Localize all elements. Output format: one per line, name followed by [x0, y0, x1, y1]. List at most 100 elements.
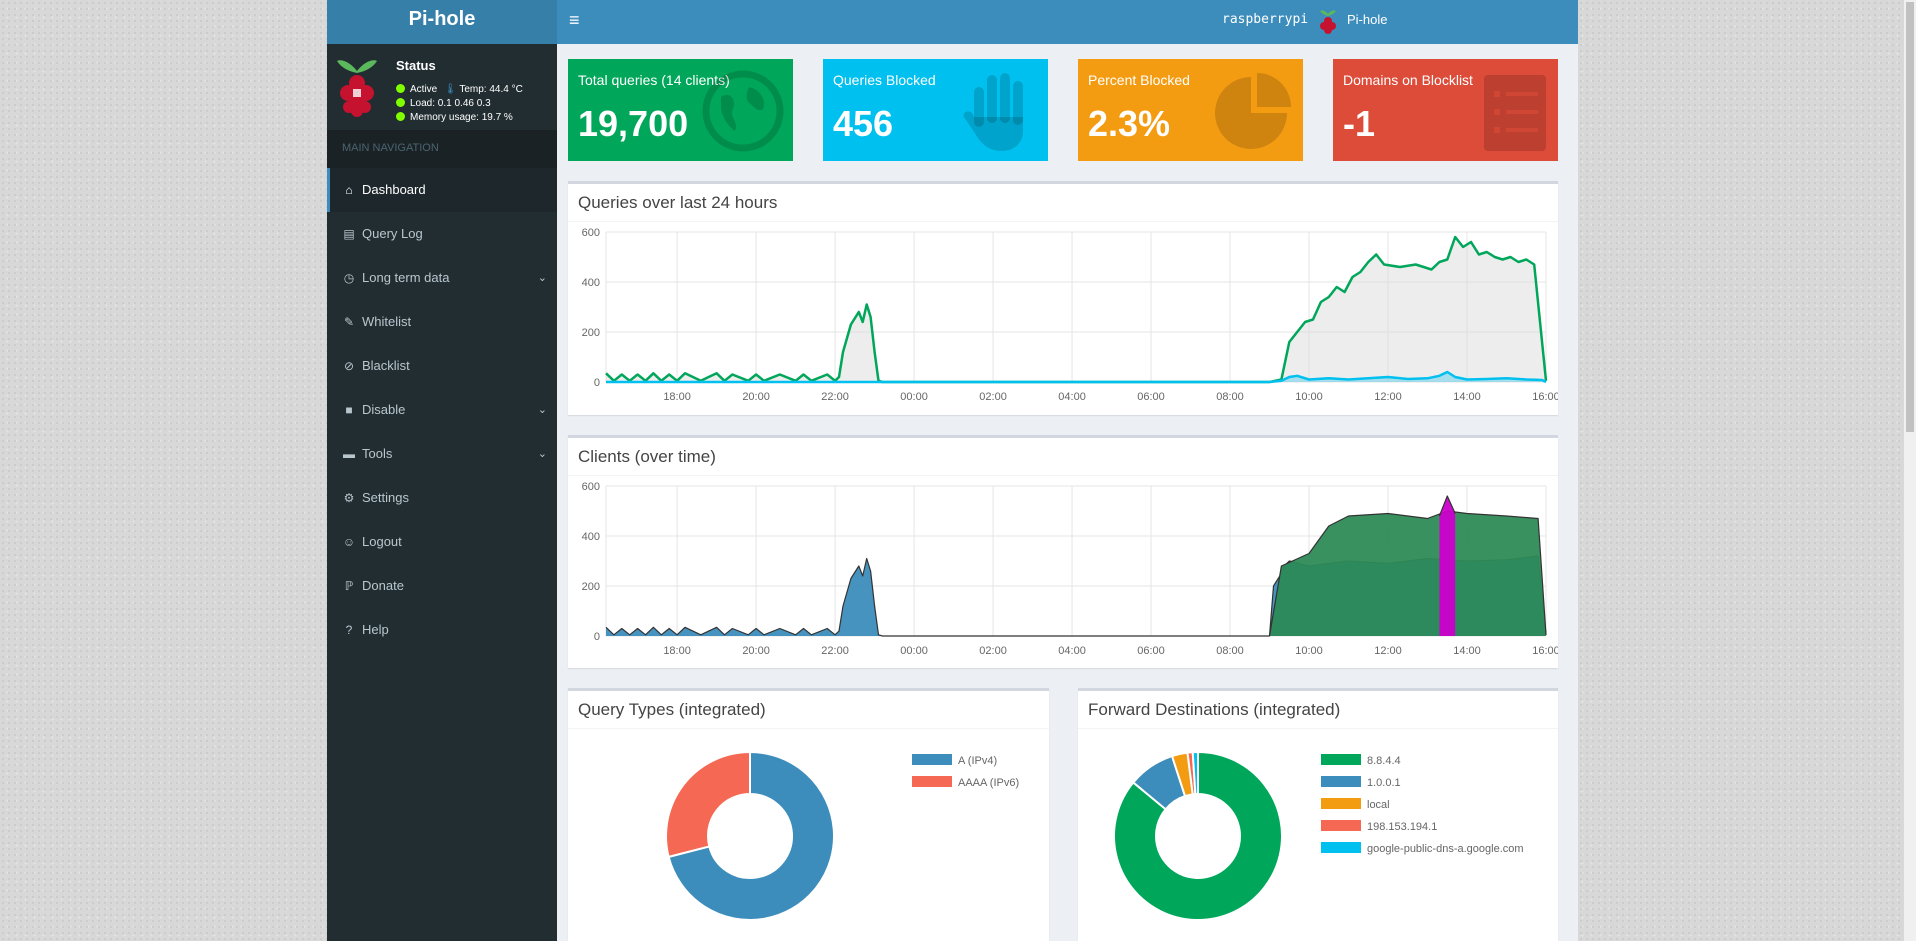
menu-toggle-icon[interactable]: ≡: [569, 10, 580, 30]
x-tick-label: 18:00: [663, 391, 691, 403]
x-tick-label: 06:00: [1137, 645, 1165, 657]
legend-label: AAAA (IPv6): [958, 777, 1020, 789]
series-area: [606, 237, 1546, 382]
y-tick-label: 0: [594, 377, 600, 389]
stat-box-total-queries: Total queries (14 clients) 19,700: [568, 59, 793, 161]
chart-title: Clients (over time): [568, 438, 1558, 476]
stop-icon: ■: [345, 403, 353, 417]
forward-destinations-donut: [1113, 750, 1283, 921]
temp-text: Temp: 44.4 °C: [459, 84, 523, 95]
clock-icon: ◷: [343, 271, 355, 285]
sidebar-item-blacklist[interactable]: ⊘ Blacklist: [327, 344, 557, 388]
stat-value: 19,700: [578, 103, 689, 144]
sidebar-item-donate[interactable]: ℙ Donate: [327, 564, 557, 608]
legend-swatch: [1321, 754, 1361, 765]
legend-swatch: [912, 776, 952, 787]
home-icon: ⌂: [345, 183, 353, 197]
hand-icon: [963, 73, 1023, 151]
globe-icon: [702, 70, 784, 152]
sidebar-item-label: Help: [362, 622, 389, 637]
series-line: [1438, 495, 1456, 517]
legend-swatch: [1321, 842, 1361, 853]
sidebar-item-long-term-data[interactable]: ◷ Long term data ⌄: [327, 256, 557, 300]
pie-slice[interactable]: [667, 750, 835, 921]
sidebar-item-label: Tools: [362, 446, 393, 461]
sidebar-item-tools[interactable]: ▬ Tools ⌄: [327, 432, 557, 476]
sidebar-item-help[interactable]: ? Help: [327, 608, 557, 652]
raspberry-logo-icon: [337, 60, 377, 117]
page-scrollbar[interactable]: [1904, 0, 1916, 941]
legend-item[interactable]: 198.153.194.1: [1321, 820, 1437, 833]
x-tick-label: 04:00: [1058, 645, 1086, 657]
ban-icon: ⊘: [343, 359, 355, 373]
y-tick-label: 200: [582, 327, 600, 339]
legend-label: A (IPv4): [958, 755, 998, 767]
x-tick-label: 12:00: [1374, 391, 1402, 403]
status-dot-icon: [396, 84, 405, 93]
user-menu[interactable]: Pi-hole: [1347, 12, 1388, 27]
legend-item[interactable]: google-public-dns-a.google.com: [1321, 842, 1524, 855]
gears-icon: ⚙: [343, 491, 355, 505]
sidebar-item-label: Disable: [362, 402, 406, 417]
y-tick-label: 200: [582, 581, 600, 593]
question-icon: ?: [345, 623, 353, 637]
pie-chart-icon: [1215, 73, 1291, 149]
user-avatar-icon[interactable]: [1319, 8, 1337, 34]
forward-destinations-box: Forward Destinations (integrated) 8.8.4.…: [1078, 688, 1558, 941]
sidebar-item-label: Settings: [362, 490, 409, 505]
pie-slice[interactable]: [665, 750, 751, 859]
pie-slice[interactable]: [1113, 750, 1283, 921]
stat-label: Total queries (14 clients): [578, 72, 730, 88]
clients-chart-box: Clients (over time) 0 200 400 600 18:00 20:00…: [568, 435, 1560, 668]
sidebar-item-whitelist[interactable]: ✎ Whitelist: [327, 300, 557, 344]
status-title: Status: [396, 58, 436, 73]
stat-value: -1: [1343, 103, 1376, 144]
stat-box-percent-blocked: Percent Blocked 2.3%: [1078, 59, 1303, 161]
legend-label: google-public-dns-a.google.com: [1367, 843, 1524, 855]
series-line: [1268, 510, 1547, 637]
file-icon: ▤: [343, 227, 355, 241]
legend-item[interactable]: AAAA (IPv6): [912, 776, 1019, 789]
x-tick-label: 20:00: [742, 645, 770, 657]
pie-slice[interactable]: [1191, 750, 1199, 796]
x-tick-label: 02:00: [979, 391, 1007, 403]
legend-item[interactable]: A (IPv4): [912, 754, 997, 767]
x-tick-label: 10:00: [1295, 391, 1323, 403]
sidebar-item-settings[interactable]: ⚙ Settings: [327, 476, 557, 520]
sidebar-item-query-log[interactable]: ▤ Query Log: [327, 212, 557, 256]
sidebar: Pi-hole Status Active 🌡 Temp: 44.4 °C: [327, 0, 557, 941]
load-text: Load: 0.1 0.46 0.3: [410, 98, 491, 109]
chevron-down-icon: ⌄: [537, 448, 547, 460]
chart-title: Queries over last 24 hours: [568, 184, 1558, 222]
query-types-donut: [665, 750, 835, 921]
sidebar-item-logout[interactable]: ☺ Logout: [327, 520, 557, 564]
x-tick-label: 14:00: [1453, 391, 1481, 403]
sidebar-item-label: Dashboard: [362, 182, 426, 197]
app-wrapper: Pi-hole Status Active 🌡 Temp: 44.4 °C: [327, 0, 1578, 941]
x-tick-label: 00:00: [900, 391, 928, 403]
x-tick-label: 22:00: [821, 645, 849, 657]
x-tick-label: 08:00: [1216, 645, 1244, 657]
series-area: [1439, 496, 1456, 636]
paypal-icon: ℙ: [344, 579, 354, 593]
legend-item[interactable]: local: [1321, 798, 1390, 811]
edit-icon: ✎: [343, 315, 355, 329]
stat-label: Queries Blocked: [833, 72, 936, 88]
sidebar-item-label: Blacklist: [362, 358, 410, 373]
sidebar-item-label: Donate: [362, 578, 404, 593]
x-tick-label: 08:00: [1216, 391, 1244, 403]
sidebar-item-label: Logout: [362, 534, 402, 549]
sidebar-item-disable[interactable]: ■ Disable ⌄: [327, 388, 557, 432]
legend-label: local: [1367, 799, 1390, 811]
status-dot-icon: [396, 98, 405, 107]
folder-icon: ▬: [343, 447, 355, 461]
legend-item[interactable]: 1.0.0.1: [1321, 776, 1401, 789]
legend-item[interactable]: 8.8.4.4: [1321, 754, 1401, 767]
sidebar-item-label: Whitelist: [362, 314, 412, 329]
x-tick-label: 16:00: [1532, 645, 1558, 657]
sidebar-item-dashboard[interactable]: ⌂ Dashboard: [327, 168, 557, 212]
load-status: Load: 0.1 0.46 0.3: [396, 98, 491, 109]
app-logo[interactable]: Pi-hole: [327, 0, 557, 44]
scrollbar-thumb[interactable]: [1906, 2, 1914, 432]
x-tick-label: 16:00: [1532, 391, 1558, 403]
